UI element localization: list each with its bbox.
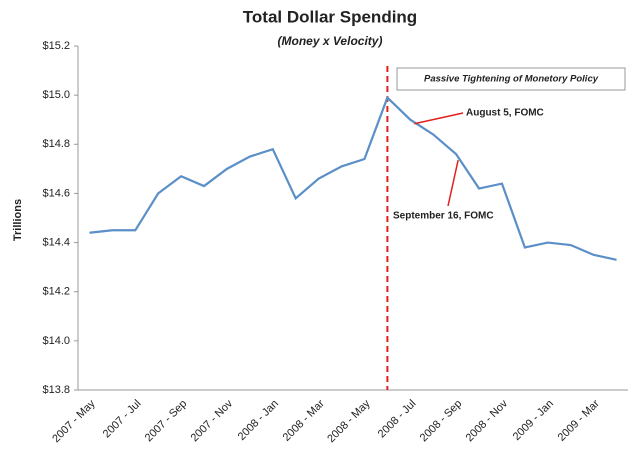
annotation-arrow bbox=[447, 159, 459, 207]
annotation: September 16, FOMC bbox=[393, 211, 494, 222]
annotation: August 5, FOMC bbox=[466, 108, 544, 119]
annotation-box bbox=[396, 67, 626, 91]
annotation: Passive Tightening of Monetory Policy bbox=[424, 74, 599, 85]
x-tick-label: 2008 - May bbox=[325, 397, 373, 445]
data-line bbox=[89, 95, 617, 261]
y-tick-label: $14.2 bbox=[42, 286, 70, 298]
y-tick-label: $14.6 bbox=[42, 187, 70, 199]
x-tick-label: 2007 - Nov bbox=[189, 397, 236, 444]
chart-title: Total Dollar Spending bbox=[243, 7, 417, 26]
y-tick-label: $14.4 bbox=[42, 236, 70, 248]
chart-subtitle: (Money x Velocity) bbox=[278, 34, 383, 48]
x-tick-label: 2009 - Jan bbox=[511, 398, 556, 443]
x-tick-label: 2008 - Jul bbox=[376, 398, 419, 441]
x-tick-label: 2007 - May bbox=[50, 397, 98, 445]
x-tick-label: 2009 - Mar bbox=[556, 397, 602, 443]
annotation-arrow bbox=[414, 112, 464, 125]
x-tick-label: 2008 - Nov bbox=[464, 397, 511, 444]
y-tick-label: $14.0 bbox=[42, 335, 70, 347]
x-tick-label: 2007 - Jul bbox=[101, 398, 144, 441]
x-tick-label: 2008 - Sep bbox=[418, 398, 465, 445]
x-tick-label: 2008 - Mar bbox=[281, 397, 327, 443]
y-axis-label: Trillions bbox=[12, 199, 24, 241]
x-tick-label: 2008 - Jan bbox=[236, 398, 281, 443]
y-tick-label: $14.8 bbox=[42, 138, 70, 150]
x-tick-label: 2007 - Sep bbox=[143, 398, 190, 445]
y-tick-label: $15.2 bbox=[42, 40, 70, 52]
y-tick-label: $13.8 bbox=[42, 384, 70, 396]
y-tick-label: $15.0 bbox=[42, 89, 70, 101]
